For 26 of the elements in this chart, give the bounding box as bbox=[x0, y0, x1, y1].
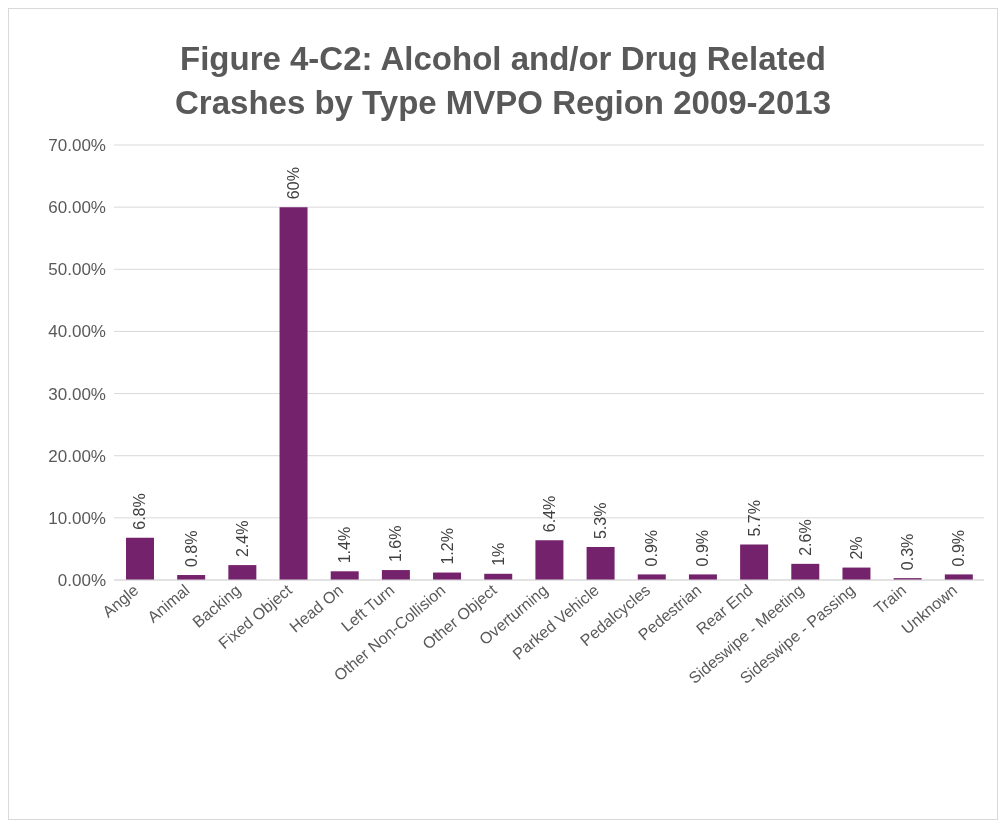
data-label: 2.6% bbox=[796, 519, 814, 556]
data-label: 0.9% bbox=[694, 529, 712, 567]
data-label: 60% bbox=[285, 167, 303, 200]
y-tick-label: 40.00% bbox=[48, 322, 106, 342]
y-tick-label: 10.00% bbox=[48, 508, 106, 528]
chart-title: Figure 4-C2: Alcohol and/or Drug Related Crashes by Type MVPO Region 2009-2013 bbox=[174, 39, 832, 123]
y-tick-label: 70.00% bbox=[48, 136, 106, 156]
data-label: 0.3% bbox=[899, 533, 917, 571]
data-label: 1% bbox=[489, 542, 507, 566]
data-label: 5.7% bbox=[745, 500, 763, 537]
data-label: 1.2% bbox=[438, 528, 456, 565]
data-label: 1.4% bbox=[336, 526, 354, 564]
data-label: 6.8% bbox=[131, 493, 149, 530]
data-label: 6.4% bbox=[540, 495, 558, 533]
data-label: 2% bbox=[847, 536, 865, 560]
data-label: 0.9% bbox=[950, 529, 968, 567]
data-label: 0.9% bbox=[643, 529, 661, 567]
y-tick-label: 0.00% bbox=[57, 571, 106, 591]
data-label: 5.3% bbox=[592, 502, 610, 540]
y-tick-label: 60.00% bbox=[48, 198, 106, 218]
y-tick-label: 30.00% bbox=[48, 384, 106, 404]
y-tick-label: 20.00% bbox=[48, 446, 106, 466]
data-label: 2.4% bbox=[233, 520, 251, 558]
data-label: 1.6% bbox=[387, 525, 405, 563]
data-label: 0.8% bbox=[182, 530, 200, 568]
y-tick-label: 50.00% bbox=[48, 260, 106, 280]
